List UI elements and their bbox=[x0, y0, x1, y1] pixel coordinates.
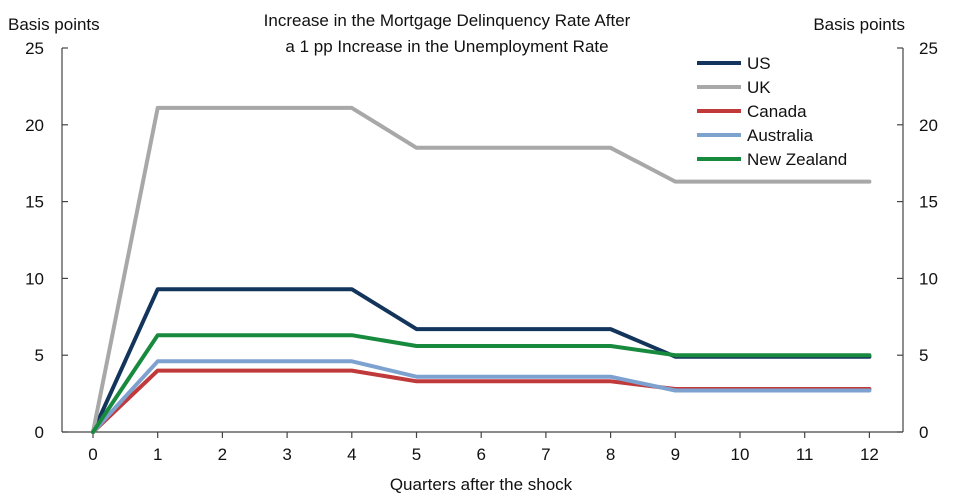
chart-title-line-2: a 1 pp Increase in the Unemployment Rate bbox=[285, 37, 608, 56]
series-line-australia bbox=[91, 359, 872, 434]
legend-label-new-zealand: New Zealand bbox=[747, 150, 847, 169]
right-y-tick-label: 20 bbox=[919, 116, 938, 135]
x-tick-label: 5 bbox=[412, 445, 421, 464]
left-y-tick-label: 0 bbox=[35, 423, 44, 442]
legend-label-uk: UK bbox=[747, 78, 771, 97]
x-tick-label: 0 bbox=[88, 445, 97, 464]
legend: US UK Canada Australia New Zealand bbox=[697, 54, 847, 169]
right-y-tick-label: 25 bbox=[919, 39, 938, 58]
right-y-tick-label: 0 bbox=[919, 423, 928, 442]
left-y-tick-label: 5 bbox=[35, 346, 44, 365]
series-line-new-zealand bbox=[91, 333, 872, 434]
left-y-tick-label: 10 bbox=[25, 269, 44, 288]
x-tick-label: 1 bbox=[153, 445, 162, 464]
legend-label-australia: Australia bbox=[747, 126, 814, 145]
legend-label-canada: Canada bbox=[747, 102, 807, 121]
x-tick-label: 7 bbox=[541, 445, 550, 464]
series-line-canada bbox=[91, 368, 872, 434]
right-axis-unit: Basis points bbox=[813, 15, 905, 34]
left-y-tick-label: 20 bbox=[25, 116, 44, 135]
left-axis-unit: Basis points bbox=[8, 15, 100, 34]
x-tick-label: 6 bbox=[476, 445, 485, 464]
left-y-tick-label: 15 bbox=[25, 193, 44, 212]
left-y-tick-label: 25 bbox=[25, 39, 44, 58]
right-y-tick-label: 5 bbox=[919, 346, 928, 365]
x-axis-title: Quarters after the shock bbox=[390, 475, 573, 494]
x-tick-label: 4 bbox=[347, 445, 356, 464]
legend-label-us: US bbox=[747, 54, 771, 73]
x-tick-label: 3 bbox=[282, 445, 291, 464]
x-tick-label: 8 bbox=[606, 445, 615, 464]
x-tick-label: 9 bbox=[671, 445, 680, 464]
series-line-uk bbox=[91, 105, 872, 434]
x-tick-label: 12 bbox=[860, 445, 879, 464]
chart-title-line-1: Increase in the Mortgage Delinquency Rat… bbox=[264, 11, 631, 30]
series-lines-group bbox=[91, 105, 872, 434]
x-tick-label: 2 bbox=[218, 445, 227, 464]
x-tick-label: 11 bbox=[796, 445, 814, 464]
x-tick-label: 10 bbox=[731, 445, 750, 464]
right-y-tick-label: 10 bbox=[919, 269, 938, 288]
right-y-tick-label: 15 bbox=[919, 193, 938, 212]
